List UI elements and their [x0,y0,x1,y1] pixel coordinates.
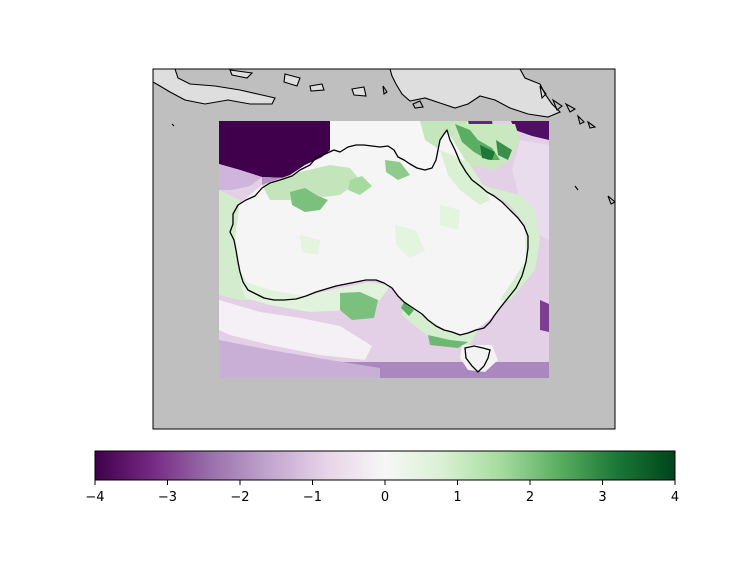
map-frame [152,68,616,430]
australia-coastline [229,129,529,336]
colorbar-tick-label: 3 [598,490,606,505]
colorbar: −4 −3 −2 −1 0 1 2 3 4 [85,450,679,505]
anomaly-field [219,121,549,378]
colorbar-ticks: −4 −3 −2 −1 0 1 2 3 4 [85,480,679,505]
colorbar-tick-label: −2 [230,490,249,505]
colorbar-tick-label: 2 [526,490,534,505]
surrounding-land [153,69,561,118]
map-panel [153,69,615,429]
colorbar-tick-label: 0 [381,490,389,505]
colorbar-tick-label: 1 [453,490,461,505]
colorbar-tick-label: −3 [158,490,177,505]
colorbar-gradient [94,450,676,481]
colorbar-tick-label: −1 [303,490,322,505]
small-islands [171,85,615,205]
tasmania-coastline [464,345,491,373]
colorbar-tick-label: −4 [85,490,104,505]
colorbar-tick-label: 4 [671,490,679,505]
